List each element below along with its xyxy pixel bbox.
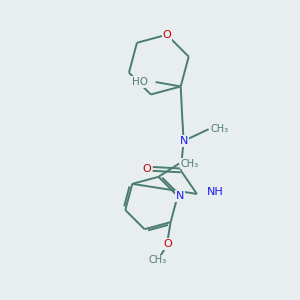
Text: CH₃: CH₃ xyxy=(148,255,166,266)
Text: O: O xyxy=(163,30,171,40)
Text: N: N xyxy=(176,191,184,201)
Text: CH₃: CH₃ xyxy=(181,159,199,169)
Text: O: O xyxy=(163,239,172,249)
Text: O: O xyxy=(142,164,151,174)
Text: N: N xyxy=(179,136,188,146)
Text: HO: HO xyxy=(132,77,148,87)
Text: CH₃: CH₃ xyxy=(210,124,228,134)
Text: NH: NH xyxy=(207,188,224,197)
